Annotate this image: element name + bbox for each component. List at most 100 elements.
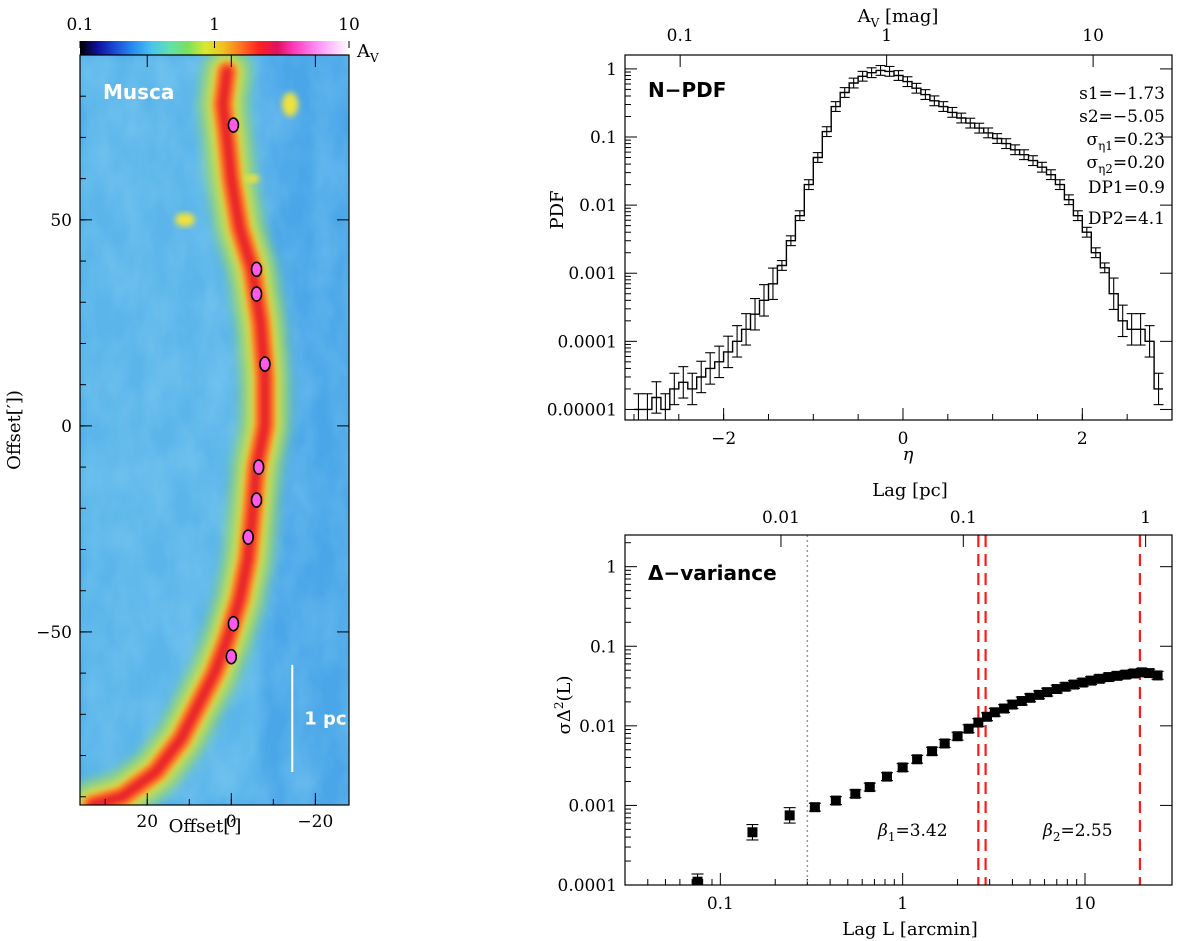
dv-data-point: [1094, 673, 1105, 684]
dv-data-point: [1128, 668, 1139, 679]
dv-data-point: [692, 876, 703, 885]
map-y-tick-label: −50: [36, 623, 72, 643]
dv-data-point: [1144, 668, 1155, 679]
dv-data-point: [927, 746, 938, 757]
colorbar-tick-label: 0.1: [66, 15, 93, 35]
npdf-title: N−PDF: [648, 78, 726, 102]
dv-x-tick-label: 0.1: [707, 894, 734, 914]
npdf-frame: [624, 54, 1173, 421]
dv-data-point: [1007, 699, 1018, 710]
npdf-x-tick-label: −2: [711, 429, 736, 449]
dv-data-point: [912, 754, 923, 765]
dv-data-point: [1077, 677, 1088, 688]
dv-data-point: [981, 711, 992, 722]
clump-contour: [250, 286, 263, 302]
dv-y-tick-label: 1: [606, 558, 617, 578]
dv-data-point: [830, 795, 841, 806]
map-region-label: Musca: [103, 80, 174, 104]
dv-points: [691, 667, 1164, 885]
npdf-x-tick-label: 0: [898, 429, 909, 449]
map-x-tick-label: 20: [136, 812, 158, 832]
dv-top-tick-label: 0.01: [762, 508, 800, 528]
filament-side-blob: [282, 92, 299, 117]
map-y-tick-label: 0: [61, 417, 72, 437]
npdf-top-tick-label: 1: [881, 26, 892, 46]
npdf-annotation-sigma2: ση2=0.20: [1086, 153, 1165, 176]
npdf-top-tick-label: 0.1: [667, 26, 694, 46]
filament-side-blob: [175, 212, 196, 227]
dv-data-point: [747, 827, 758, 838]
dv-x-tick-label: 10: [1074, 894, 1096, 914]
dv-data-point: [952, 731, 963, 742]
map-x-tick-label: 0: [226, 812, 237, 832]
dv-data-point: [1016, 696, 1027, 707]
dv-data-point: [1051, 684, 1062, 695]
clump-contour: [227, 117, 240, 133]
dv-data-point: [1136, 667, 1147, 678]
dv-frame: [624, 534, 1173, 886]
dv-y-tick-label: 0.01: [579, 717, 617, 737]
npdf-annotation-dp1: DP1=0.9: [1088, 178, 1165, 198]
dv-data-point: [850, 788, 861, 799]
dv-reference-lines: [806, 535, 1141, 885]
npdf-top-axis-label: AV [mag]: [857, 6, 939, 30]
dv-axes: 0.1 1 10 1 0.1 0.01 0.001 0.0001 0.01 0.1 1: [558, 508, 1173, 914]
map-image: [80, 55, 349, 805]
npdf-axes: −2 0 2 1 0.1 0.01 0.001 0.0001 0.00001 0.1 1 10: [547, 26, 1173, 449]
map-x-tick-label: −20: [297, 812, 333, 832]
clump-contour: [252, 459, 265, 475]
dv-data-point: [1068, 679, 1079, 690]
npdf-y-tick-label: 0.001: [568, 264, 617, 284]
npdf-x-tick-label: 2: [1077, 429, 1088, 449]
dv-x-axis-label: Lag L [arcmin]: [842, 919, 977, 940]
npdf-y-axis-label: PDF: [547, 190, 568, 229]
dv-data-point: [1103, 672, 1114, 683]
dense-clumps: [225, 117, 271, 665]
dv-top-tick-label: 0.1: [950, 508, 977, 528]
dv-y-tick-label: 0.001: [568, 796, 617, 816]
dv-data-point: [989, 707, 1000, 718]
colorbar-tick-label: 10: [338, 15, 360, 35]
clump-contour: [250, 261, 263, 278]
dv-top-axis-label: Lag [pc]: [872, 480, 948, 501]
dv-data-point: [809, 802, 820, 813]
npdf-y-tick-label: 0.1: [590, 128, 617, 148]
map-y-tick-label: 50: [50, 211, 72, 231]
musca-map-panel: 0.1 1 10 AV Musca 1 pc 20 0 −20 50 0 −50 Offset…: [4, 15, 379, 837]
map-x-axis-label: Offset[′]: [169, 816, 242, 837]
colorbar-label: AV: [356, 41, 379, 65]
dv-data-point: [1060, 681, 1071, 692]
dv-annotation-beta2: β2=2.55: [1042, 821, 1113, 844]
dv-x-tick-label: 1: [897, 894, 908, 914]
map-axes: 20 0 −20 50 0 −50: [36, 55, 349, 832]
dv-data-point: [1152, 670, 1163, 681]
dv-data-point: [784, 810, 795, 821]
dv-top-tick-label: 1: [1140, 508, 1151, 528]
npdf-y-tick-label: 0.0001: [558, 332, 617, 352]
dv-y-axis-label: σΔ2(L): [552, 676, 575, 735]
npdf-annotation-sigma1: ση1=0.23: [1086, 130, 1165, 153]
map-y-axis-label: Offset[′]): [4, 390, 25, 470]
dv-data-point: [1120, 669, 1131, 680]
npdf-x-axis-label: η: [903, 444, 914, 465]
map-frame: [79, 54, 350, 806]
clump-contour: [242, 529, 254, 545]
dv-title: Δ−variance: [648, 561, 777, 585]
dv-data-point: [939, 738, 950, 749]
npdf-top-tick-label: 10: [1082, 26, 1104, 46]
dv-data-point: [897, 762, 908, 773]
npdf-annotation-s1: s1=−1.73: [1079, 84, 1165, 104]
npdf-annotation-s2: s2=−5.05: [1079, 107, 1165, 127]
scale-bar-label: 1 pc: [304, 708, 346, 729]
clump-contour: [227, 615, 240, 632]
npdf-panel: AV [mag] −2 0 2 1 0.1 0.01 0.001 0.0001 0.00001 0…: [547, 6, 1173, 465]
npdf-histogram: [633, 64, 1164, 420]
dv-data-point: [1042, 687, 1053, 698]
dv-y-tick-label: 0.0001: [558, 876, 617, 896]
clump-contour: [250, 492, 263, 508]
dv-data-point: [973, 717, 984, 728]
dv-data-point: [1034, 689, 1045, 700]
npdf-y-tick-label: 0.00001: [547, 400, 617, 420]
